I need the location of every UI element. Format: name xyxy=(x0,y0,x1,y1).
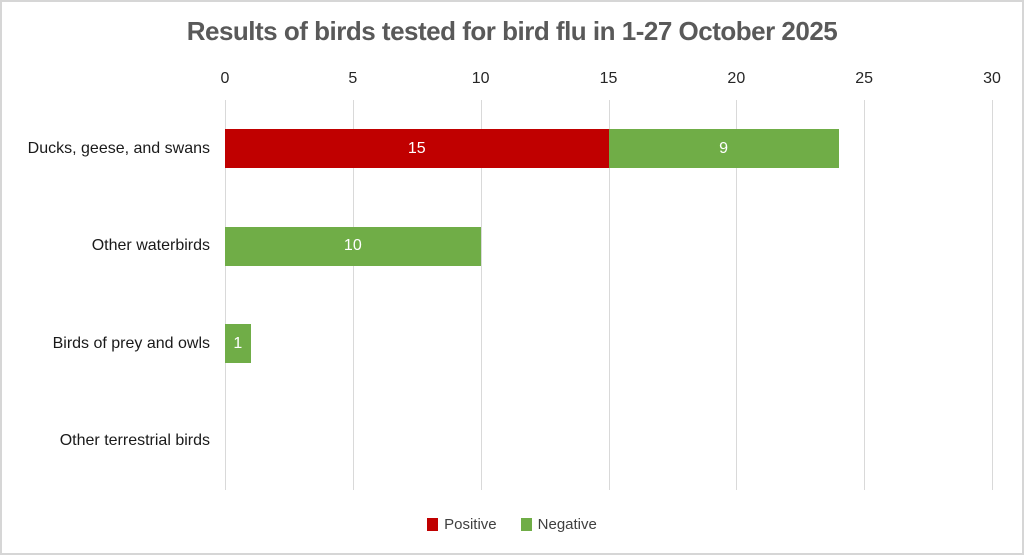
category-label: Other waterbirds xyxy=(91,237,210,254)
plot-area: 15 9 10 1 xyxy=(225,100,993,490)
category-label: Ducks, geese, and swans xyxy=(27,139,210,157)
gridline xyxy=(864,100,866,490)
gridline xyxy=(736,100,738,490)
bar-segment-negative: 10 xyxy=(225,226,481,266)
bar-row xyxy=(225,422,992,461)
y-axis-category-labels: Ducks, geese, and swans Other waterbirds B… xyxy=(2,100,210,490)
axis-tick-label: 30 xyxy=(983,70,1001,87)
axis-tick-label: 0 xyxy=(220,70,230,87)
bar-value-label: 10 xyxy=(343,237,362,255)
gridline xyxy=(992,100,993,490)
legend-label: Negative xyxy=(537,516,597,533)
category-label: Other terrestrial birds xyxy=(59,432,210,449)
axis-tick-label: 5 xyxy=(348,70,358,87)
chart-title: Results of birds tested for bird flu in … xyxy=(186,16,838,46)
bar-segment-positive: 15 xyxy=(225,129,609,169)
bar-value-label: 9 xyxy=(719,139,728,157)
legend-item-positive: Positive xyxy=(427,516,497,533)
legend-item-negative: Negative xyxy=(520,516,597,533)
legend-label: Positive xyxy=(444,516,497,533)
bar-row: 1 xyxy=(225,324,992,364)
negative-swatch-icon xyxy=(520,518,532,531)
axis-tick-label: 10 xyxy=(471,70,490,87)
bar-value-label: 15 xyxy=(407,139,426,157)
bar-segment-negative: 9 xyxy=(608,129,839,169)
axis-tick-label: 20 xyxy=(727,70,746,87)
bar-value-label: 1 xyxy=(233,334,243,352)
axis-tick-label: 15 xyxy=(599,70,618,87)
gridline xyxy=(225,100,226,490)
gridline xyxy=(352,100,354,490)
gridline xyxy=(480,100,482,490)
legend: Positive Negative xyxy=(2,516,1022,533)
bar-row: 15 9 xyxy=(225,129,992,169)
positive-swatch-icon xyxy=(427,518,439,531)
gridline xyxy=(608,100,610,490)
axis-tick-label: 25 xyxy=(855,70,874,87)
bar-row: 10 xyxy=(225,226,992,266)
bar-segment-negative: 1 xyxy=(225,324,251,364)
category-label: Birds of prey and owls xyxy=(52,334,210,352)
x-axis: 0 5 10 15 20 25 30 xyxy=(2,70,1022,90)
